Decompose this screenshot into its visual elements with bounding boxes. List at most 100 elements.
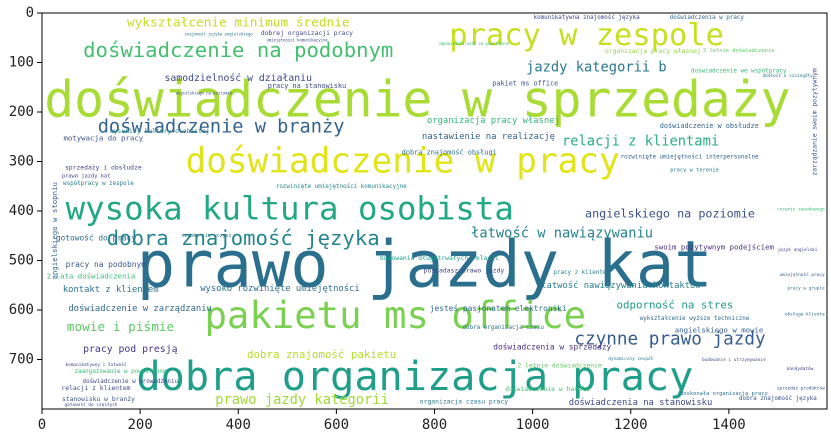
x-tick-label-1: 200 — [127, 417, 152, 433]
word-14: prawo jazdy kategorii — [215, 392, 389, 408]
word-38: organizacja pracy własnej — [605, 47, 701, 55]
word-46: sprzedaży i obsłudze — [65, 163, 142, 171]
word-4: doświadczenie w pracy — [186, 142, 620, 182]
word-63: zaangażowanie w powierzone — [75, 369, 167, 375]
word-17: angielskiego na poziomie — [585, 206, 755, 220]
word-48: rozwinięte umiejętności komunikacyjne — [276, 183, 407, 190]
x-tick-label-4: 800 — [422, 417, 447, 433]
word-64: dobra znajomość języka — [739, 395, 817, 402]
word-40: pakiet ms office — [492, 79, 558, 87]
word-32: pracy na podobnym — [66, 260, 147, 269]
word-74: komunikatywny i łatwość — [65, 361, 126, 368]
word-11: relacji z klientami — [562, 134, 719, 150]
word-2: dobra organizacja pracy — [136, 354, 693, 400]
word-23: nastawienie na realizację — [422, 132, 555, 142]
word-12: jazdy kategorii b — [526, 59, 667, 75]
word-65: doskonała organizacja pracy — [680, 391, 768, 397]
word-85: sprzedaż produktów — [777, 385, 825, 392]
x-tick-label-3: 600 — [324, 417, 349, 433]
y-tick-label-7: 700 — [9, 352, 34, 368]
word-58: doświadczenie w handlu — [505, 385, 590, 393]
word-19: dobra znajomość pakietu — [247, 348, 396, 361]
word-35: angielskiego w stopniu — [50, 182, 59, 279]
x-tick-label-6: 1200 — [614, 417, 648, 433]
y-tick-label-3: 300 — [9, 154, 34, 170]
word-25: doświadczenie w zarządzaniu — [68, 303, 212, 314]
word-47: współpracy w zespole — [63, 180, 134, 187]
word-57: organizacja czasu pracy — [420, 398, 508, 406]
word-24: kontakt z klientem — [63, 285, 159, 295]
word-7: doświadczenie na podobnym — [83, 38, 393, 62]
word-80: dbałość o szczegóły — [763, 72, 814, 79]
word-83: pracy w grupie — [788, 286, 825, 292]
word-31: gotowość do pracy — [56, 233, 137, 243]
word-84: kandydatów — [787, 365, 814, 372]
word-55: relacji z klientem — [61, 384, 130, 392]
y-tick-label-1: 100 — [9, 55, 34, 71]
word-82: umiejętność pracy — [780, 271, 825, 278]
word-68: pracy w terenie — [670, 167, 719, 173]
word-22: organizacja pracy własnej — [427, 116, 560, 126]
word-28: jesteś pasjonatem elektroniki — [430, 303, 567, 313]
word-44: doświadczenie we współpracy — [691, 67, 787, 74]
word-33: 2 lata doświadczenia — [47, 271, 136, 280]
word-34: motywacja do pracy — [63, 134, 143, 143]
word-86: obsługa klienta — [785, 311, 825, 317]
word-9: doświadczenie w branży — [98, 116, 345, 137]
word-79: rozwoju zawodowego — [777, 207, 825, 213]
word-72: znajomość języka angielskiego — [185, 31, 254, 36]
word-cloud-words: prawo jazdy kat doświadczenie w sprzedaży… — [44, 14, 825, 408]
y-tick-label-0: 0 — [26, 5, 34, 21]
word-5: wysoka kultura osobista — [66, 190, 514, 228]
word-49: budowania długotrwałych relacji — [380, 254, 499, 262]
word-21: samodzielność w działaniu — [165, 72, 313, 84]
word-53: angielskiego w mowie — [675, 325, 764, 334]
word-27: wysoko rozwinięte umiejętności — [200, 283, 359, 294]
word-81: język angielski — [778, 247, 818, 253]
word-75: gotowość do częstych — [65, 401, 118, 408]
word-41: doświadczenie w obsłudze — [660, 122, 759, 130]
y-axis: 0 100 200 300 400 500 600 700 — [9, 5, 42, 368]
x-tick-label-5: 1000 — [516, 417, 550, 433]
word-42: komunikatywna znajomość języka — [534, 14, 641, 21]
word-61: wykształcenie wyższe techniczne — [640, 316, 750, 322]
word-50: posiadasz prawo jazdy — [424, 266, 505, 274]
word-6: pracy w zespole — [449, 18, 724, 53]
word-52: pracy z klientem — [553, 270, 610, 276]
word-3: pakietu ms office — [204, 293, 586, 337]
word-77: budowanie i utrzymywanie — [702, 357, 766, 363]
word-73: angielskiego na poziomie — [176, 91, 233, 96]
word-78: dynamiczny zespół — [608, 355, 653, 362]
word-10: czynne prawo jazdy — [574, 330, 765, 350]
word-76: szybko się uczysz — [181, 233, 231, 239]
word-51: swoim pozytywnym podejściem — [654, 243, 774, 252]
word-56: stanowisku w branży — [62, 395, 135, 403]
word-20: pracy pod presją — [83, 344, 177, 355]
x-tick-label-2: 400 — [226, 417, 251, 433]
y-tick-label-5: 500 — [9, 253, 34, 269]
word-45: wysokiej kultury osobistej — [110, 127, 210, 135]
word-71: umiejętności komunikacyjne — [267, 38, 329, 43]
word-62: rozwinięte umiejętności interpersonalne — [621, 154, 759, 161]
word-37: dobrej organizacji pracy — [261, 29, 353, 37]
x-tick-label-0: 0 — [38, 417, 46, 433]
y-tick-label-2: 200 — [9, 104, 34, 120]
word-39: pracy na stanowisku — [268, 82, 346, 90]
y-tick-label-4: 400 — [9, 203, 34, 219]
word-70: odpowiedzialność za powierzone — [438, 41, 509, 46]
word-1: doświadczenie w sprzedaży — [44, 71, 790, 129]
x-axis: 0 200 400 600 800 1000 1200 1400 — [38, 409, 746, 433]
x-tick-label-7: 1400 — [712, 417, 746, 433]
word-15: wykształcenie minimum średnie — [127, 15, 350, 30]
word-30: doświadczenia na stanowisku — [569, 397, 713, 408]
word-16: mowie i piśmie — [67, 320, 174, 335]
word-8: dobra znajomość języka — [107, 226, 380, 250]
word-18: odporność na stres — [616, 299, 733, 312]
word-26: łatwość nawiązywania kontaktów — [541, 280, 701, 291]
word-54: doświadczenie w prowadzeniu — [83, 378, 179, 385]
word-59: 2 letnie doświadczenie — [517, 361, 602, 369]
word-13: łatwość w nawiązywaniu — [471, 225, 653, 241]
word-67: zarządzanie swoim pozytywnym — [811, 68, 819, 176]
word-0: prawo jazdy kat — [137, 228, 713, 302]
